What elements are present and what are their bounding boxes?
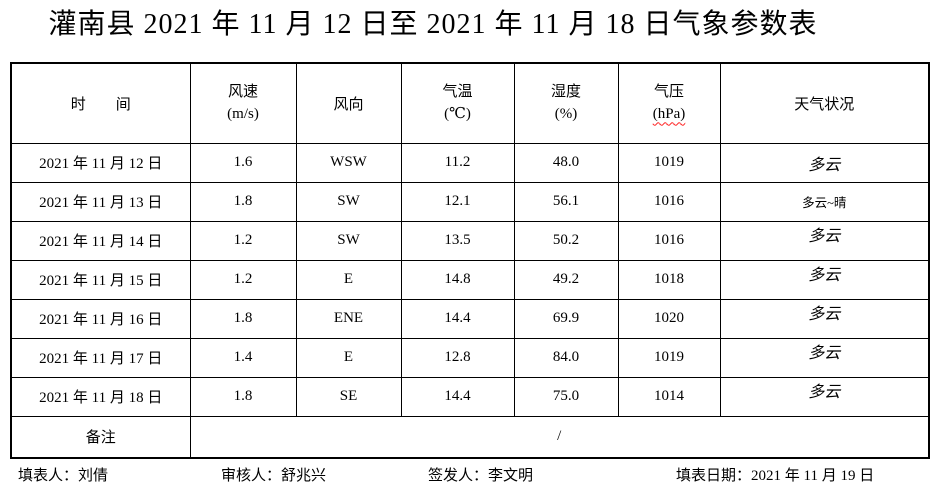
header-pressure: 气压 (hPa) xyxy=(617,62,721,144)
remark-label-cell: 备注 xyxy=(10,415,191,459)
pressure-cell: 1016 xyxy=(617,181,721,222)
humidity-cell: 48.0 xyxy=(513,142,619,183)
table-row: 2021 年 11 月 14 日 1.2 SW 13.5 50.2 1016 多… xyxy=(10,220,930,261)
humidity-cell: 84.0 xyxy=(513,337,619,378)
footer: 填表人：刘倩 审核人：舒兆兴 签发人：李文明 填表日期：2021 年 11 月 … xyxy=(0,461,938,493)
footer-reviewer: 审核人：舒兆兴 xyxy=(221,468,327,484)
header-pressure-label: 气压 xyxy=(653,84,684,101)
pressure-cell: 1019 xyxy=(617,337,721,378)
wind-direction-cell: ENE xyxy=(295,298,402,339)
wind-direction-cell: SW xyxy=(295,220,402,261)
header-wind-speed: 风速 (m/s) xyxy=(189,62,297,144)
wind-speed-cell: 1.8 xyxy=(189,181,297,222)
wind-speed-cell: 1.4 xyxy=(189,337,297,378)
table-row: 2021 年 11 月 15 日 1.2 E 14.8 49.2 1018 多云 xyxy=(10,259,930,300)
header-humidity-label: 湿度 xyxy=(550,84,581,101)
pressure-cell: 1019 xyxy=(617,142,721,183)
wind-speed-cell: 1.2 xyxy=(189,220,297,261)
pressure-cell: 1018 xyxy=(617,259,721,300)
header-pressure-unit: (hPa) xyxy=(652,106,686,123)
wind-speed-cell: 1.6 xyxy=(189,142,297,183)
date-cell: 2021 年 11 月 13 日 xyxy=(10,181,191,222)
wind-speed-cell: 1.2 xyxy=(189,259,297,300)
date-cell: 2021 年 11 月 17 日 xyxy=(10,337,191,378)
temperature-cell: 14.4 xyxy=(400,376,515,417)
temperature-cell: 14.8 xyxy=(400,259,515,300)
header-temperature: 气温 (℃) xyxy=(400,62,515,144)
wind-direction-cell: E xyxy=(295,259,402,300)
table-row: 2021 年 11 月 17 日 1.4 E 12.8 84.0 1019 多云 xyxy=(10,337,930,378)
remark-row: 备注 / xyxy=(10,415,930,459)
footer-date: 填表日期：2021 年 11 月 19 日 xyxy=(676,468,875,484)
date-cell: 2021 年 11 月 15 日 xyxy=(10,259,191,300)
wind-speed-cell: 1.8 xyxy=(189,298,297,339)
table-header-row: 时 间 风速 (m/s) 风向 气温 (℃) 湿度 (%) 气压 (hPa) xyxy=(10,62,930,144)
weather-cell: 多云 xyxy=(719,298,930,339)
humidity-cell: 49.2 xyxy=(513,259,619,300)
pressure-cell: 1020 xyxy=(617,298,721,339)
header-temperature-label: 气温 xyxy=(442,84,473,101)
table-row: 2021 年 11 月 12 日 1.6 WSW 11.2 48.0 1019 … xyxy=(10,142,930,183)
date-cell: 2021 年 11 月 14 日 xyxy=(10,220,191,261)
header-wind-speed-unit: (m/s) xyxy=(227,106,259,123)
document-title: 灌南县 2021 年 11 月 12 日至 2021 年 11 月 18 日气象… xyxy=(48,9,818,40)
date-cell: 2021 年 11 月 18 日 xyxy=(10,376,191,417)
footer-preparer: 填表人：刘倩 xyxy=(18,468,109,484)
weather-cell: 多云 xyxy=(719,142,930,183)
weather-cell: 多云~晴 xyxy=(719,181,930,222)
humidity-cell: 56.1 xyxy=(513,181,619,222)
humidity-cell: 50.2 xyxy=(513,220,619,261)
wind-direction-cell: SE xyxy=(295,376,402,417)
temperature-cell: 12.8 xyxy=(400,337,515,378)
table-row: 2021 年 11 月 18 日 1.8 SE 14.4 75.0 1014 多… xyxy=(10,376,930,417)
date-cell: 2021 年 11 月 16 日 xyxy=(10,298,191,339)
weather-cell: 多云 xyxy=(719,259,930,300)
wind-direction-cell: SW xyxy=(295,181,402,222)
pressure-cell: 1016 xyxy=(617,220,721,261)
table-row: 2021 年 11 月 13 日 1.8 SW 12.1 56.1 1016 多… xyxy=(10,181,930,222)
weather-cell: 多云 xyxy=(719,337,930,378)
pressure-cell: 1014 xyxy=(617,376,721,417)
table-row: 2021 年 11 月 16 日 1.8 ENE 14.4 69.9 1020 … xyxy=(10,298,930,339)
wind-direction-cell: E xyxy=(295,337,402,378)
weather-table: 时 间 风速 (m/s) 风向 气温 (℃) 湿度 (%) 气压 (hPa) xyxy=(10,62,930,459)
humidity-cell: 69.9 xyxy=(513,298,619,339)
temperature-cell: 12.1 xyxy=(400,181,515,222)
date-cell: 2021 年 11 月 12 日 xyxy=(10,142,191,183)
header-temperature-unit: (℃) xyxy=(444,106,471,123)
header-weather: 天气状况 xyxy=(719,62,930,144)
footer-issuer: 签发人：李文明 xyxy=(428,468,534,484)
header-humidity: 湿度 (%) xyxy=(513,62,619,144)
header-time: 时 间 xyxy=(10,62,191,144)
remark-value-cell: / xyxy=(189,415,930,459)
temperature-cell: 11.2 xyxy=(400,142,515,183)
temperature-cell: 14.4 xyxy=(400,298,515,339)
humidity-cell: 75.0 xyxy=(513,376,619,417)
temperature-cell: 13.5 xyxy=(400,220,515,261)
header-wind-direction: 风向 xyxy=(295,62,402,144)
weather-cell: 多云 xyxy=(719,376,930,417)
weather-cell: 多云 xyxy=(719,220,930,261)
header-humidity-unit: (%) xyxy=(554,106,578,123)
header-wind-speed-label: 风速 xyxy=(227,84,258,101)
wind-speed-cell: 1.8 xyxy=(189,376,297,417)
wind-direction-cell: WSW xyxy=(295,142,402,183)
